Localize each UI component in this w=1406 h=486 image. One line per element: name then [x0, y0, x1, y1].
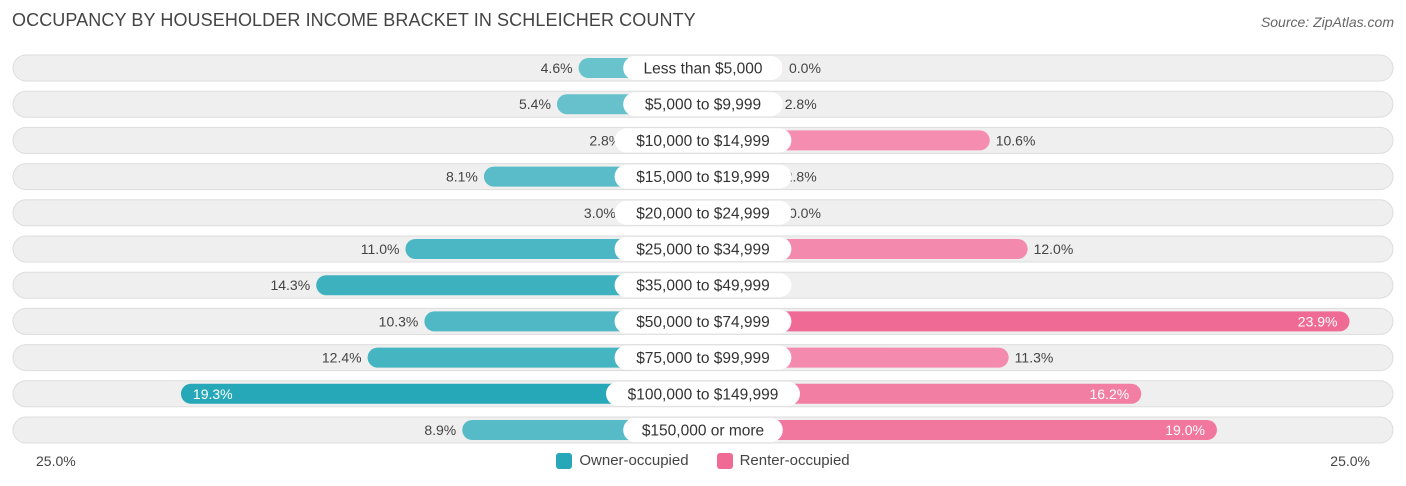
category-pill	[623, 92, 783, 117]
owner-value-label: 5.4%	[519, 96, 551, 112]
legend-item-owner[interactable]: Owner-occupied	[556, 452, 689, 469]
category-label: $50,000 to $74,999	[636, 314, 770, 331]
category-pill	[614, 200, 792, 225]
source-label: Source: ZipAtlas.com	[1260, 14, 1394, 30]
category-label: $5,000 to $9,999	[645, 97, 761, 114]
category-label: $15,000 to $19,999	[636, 169, 770, 186]
category-pill	[623, 56, 783, 80]
renter-value-label: 0.0%	[789, 205, 821, 221]
renter-bar	[703, 420, 1217, 440]
legend-label-owner: Owner-occupied	[579, 452, 689, 469]
legend-label-renter: Renter-occupied	[739, 452, 850, 469]
owner-value-label: 8.1%	[446, 169, 478, 185]
renter-bar	[703, 311, 1350, 332]
legend: Owner-occupied Renter-occupied	[0, 452, 1406, 469]
category-label: $150,000 or more	[642, 423, 764, 440]
renter-value-label: 12.0%	[1034, 241, 1074, 257]
renter-value-label: 23.9%	[1298, 313, 1338, 329]
chart-title: OCCUPANCY BY HOUSEHOLDER INCOME BRACKET …	[12, 10, 696, 30]
category-label: $35,000 to $49,999	[636, 278, 770, 295]
category-label: $75,000 to $99,999	[636, 350, 770, 367]
axis-label-left: 25.0%	[36, 453, 76, 469]
category-pill	[623, 418, 783, 442]
axis-label-right: 25.0%	[1330, 453, 1370, 469]
renter-value-label: 2.8%	[785, 169, 817, 185]
renter-value-label: 10.6%	[996, 132, 1036, 148]
category-pill	[614, 345, 792, 370]
owner-value-label: 12.4%	[322, 350, 362, 366]
owner-bar	[316, 275, 703, 296]
renter-value-label: 19.0%	[1165, 422, 1205, 438]
category-pill	[614, 164, 792, 189]
category-label: Less than $5,000	[644, 61, 763, 78]
legend-swatch-owner	[556, 452, 573, 469]
category-pill	[606, 381, 800, 406]
owner-value-label: 14.3%	[270, 277, 310, 293]
renter-value-label: 16.2%	[1090, 386, 1130, 402]
owner-value-label: 8.9%	[424, 422, 456, 438]
renter-bar	[703, 383, 1142, 404]
renter-value-label: 2.8%	[785, 96, 817, 112]
owner-value-label: 11.0%	[361, 241, 400, 257]
category-pill	[614, 309, 792, 334]
owner-value-label: 2.8%	[589, 132, 621, 148]
category-label: $20,000 to $24,999	[636, 205, 770, 222]
category-label: $25,000 to $34,999	[636, 242, 770, 259]
legend-item-renter[interactable]: Renter-occupied	[716, 452, 850, 469]
renter-value-label: 0.0%	[789, 60, 821, 76]
owner-value-label: 4.6%	[541, 60, 573, 76]
legend-swatch-renter	[716, 452, 733, 469]
category-pill	[614, 237, 792, 261]
category-label: $100,000 to $149,999	[628, 386, 779, 403]
owner-value-label: 3.0%	[584, 205, 616, 221]
owner-value-label: 19.3%	[193, 386, 233, 402]
renter-value-label: 11.3%	[1015, 350, 1054, 366]
owner-bar	[180, 383, 703, 404]
category-label: $10,000 to $14,999	[636, 133, 770, 150]
category-pill	[614, 273, 792, 298]
owner-value-label: 10.3%	[379, 313, 419, 329]
category-pill	[614, 128, 792, 153]
